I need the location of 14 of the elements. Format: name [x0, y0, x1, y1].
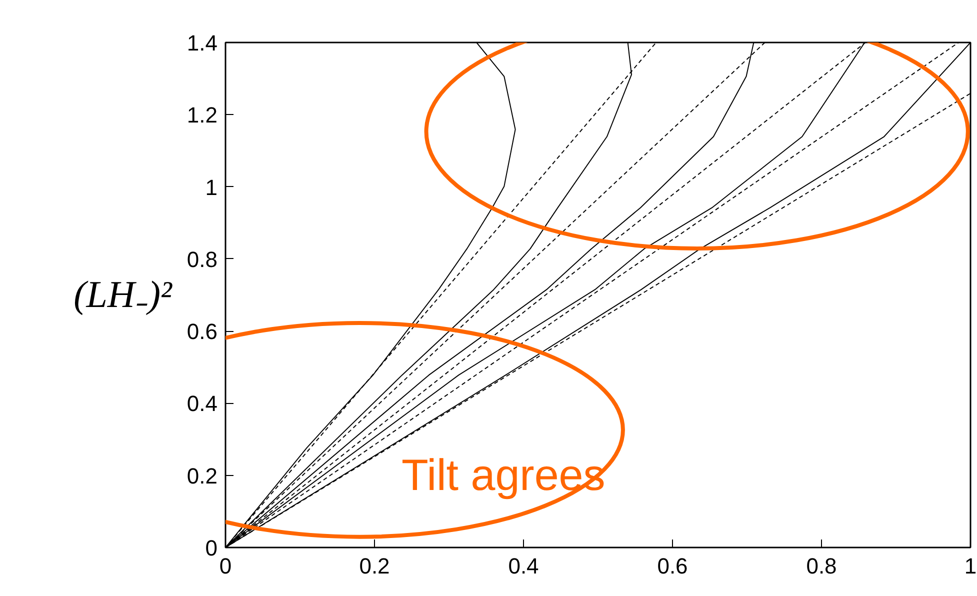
y-tick-label: 1.4 [186, 30, 218, 56]
x-tick-label: 1 [964, 554, 977, 578]
y-tick-label: 0.8 [186, 246, 218, 272]
y-tick-label: 0.6 [186, 319, 218, 344]
y-tick-label: 1.2 [186, 102, 218, 128]
x-tick-label: 0.6 [657, 554, 688, 578]
x-tick-label: 0.4 [508, 554, 539, 578]
x-tick-label: 0.8 [806, 554, 837, 578]
y-tick-label: 0.4 [186, 391, 218, 416]
x-tick-label: 0.2 [359, 554, 390, 578]
y-tick-label: 0 [205, 536, 218, 560]
y-tick-label: 1 [205, 174, 218, 200]
y-tick-label: 0.2 [186, 463, 218, 488]
y-axis-title: (LH₋)² [74, 274, 173, 316]
